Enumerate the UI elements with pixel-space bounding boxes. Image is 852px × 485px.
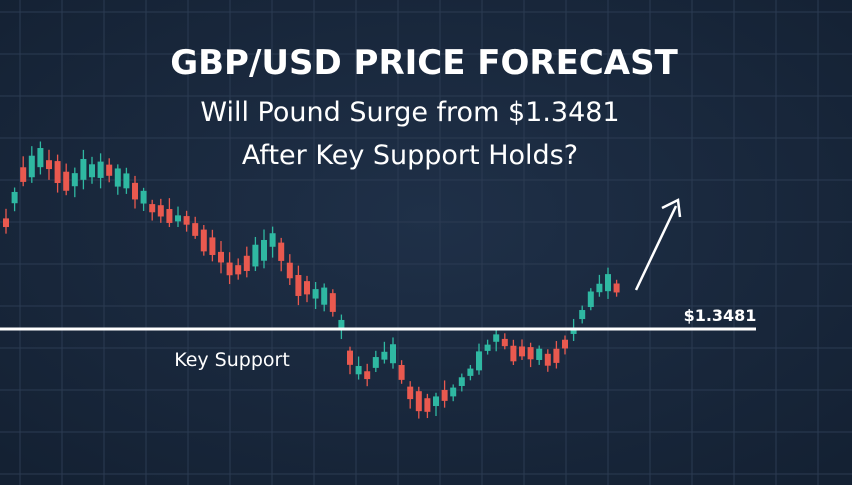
candle-body [295,275,302,296]
candle-body [28,155,35,178]
candle-body [613,283,620,293]
candle-body [106,164,113,176]
candle-body [304,281,310,295]
candle-body [381,351,388,360]
candle-body [476,351,482,371]
arrow-shaft [634,205,678,291]
candle-body [157,205,164,217]
candle-body [415,391,422,412]
candle-body [261,239,267,261]
candle-body [226,262,233,276]
arrow-head [661,198,682,218]
candle-body [536,348,543,360]
candle-body [312,289,319,299]
candle-body [183,216,190,225]
candle-body [355,366,362,375]
candle-body [286,262,293,279]
candle-body [89,164,95,178]
candle-body [493,334,500,342]
candle-body [132,182,138,200]
candle-body [243,255,250,271]
candle-body [329,293,336,312]
candle-body [553,348,560,363]
candle-body [54,161,61,184]
candle-body [390,344,396,364]
candle-body [605,274,611,292]
candle-body [235,265,242,275]
candle-body [587,291,594,308]
candle-body [252,244,259,267]
candle-body [114,168,121,187]
candle-body [458,377,465,386]
candle-body [510,345,517,362]
candle-body [562,339,568,349]
candle-body [501,338,508,347]
candle-body [321,287,328,305]
candle-body [484,344,491,351]
candle-body [140,190,147,204]
candle-body [20,167,27,182]
candle-body [441,389,448,401]
candle-body [579,310,586,320]
candle-body [450,387,457,397]
candle-body [570,327,577,334]
candle-body [527,347,534,360]
candle-body [175,215,181,222]
candle-body [433,396,439,407]
candle-body [596,283,603,293]
candle-body [63,171,70,191]
candle-body [123,173,130,189]
candlesticks [3,141,620,419]
candle-body [3,218,9,228]
candle-body [46,160,52,170]
candle-body [347,350,353,365]
candle-body [37,148,44,168]
candle-body [544,353,551,366]
candle-body [372,357,379,368]
candle-body [519,346,525,357]
candle-body [192,223,199,236]
candle-body [269,233,276,247]
candle-body [424,398,431,412]
candle-body [398,365,405,380]
candle-body [278,242,285,261]
candle-body [467,368,474,376]
candle-body [149,204,156,213]
candle-body [209,237,216,255]
candle-body [338,319,345,331]
candle-body [97,161,104,178]
subtitle-line-1: Will Pound Surge from $1.3481 [200,97,619,128]
price-label: $1.3481 [684,306,757,325]
candle-body [407,386,414,400]
candle-body [218,251,224,263]
candle-body [71,173,78,187]
candle-body [166,209,173,223]
support-label: Key Support [174,349,290,371]
candle-body [80,158,87,180]
candle-body [200,229,207,252]
title: GBP/USD PRICE FORECAST [170,43,678,83]
candle-body [364,371,371,380]
subtitle-line-2: After Key Support Holds? [242,140,578,171]
candle-body [11,191,18,204]
